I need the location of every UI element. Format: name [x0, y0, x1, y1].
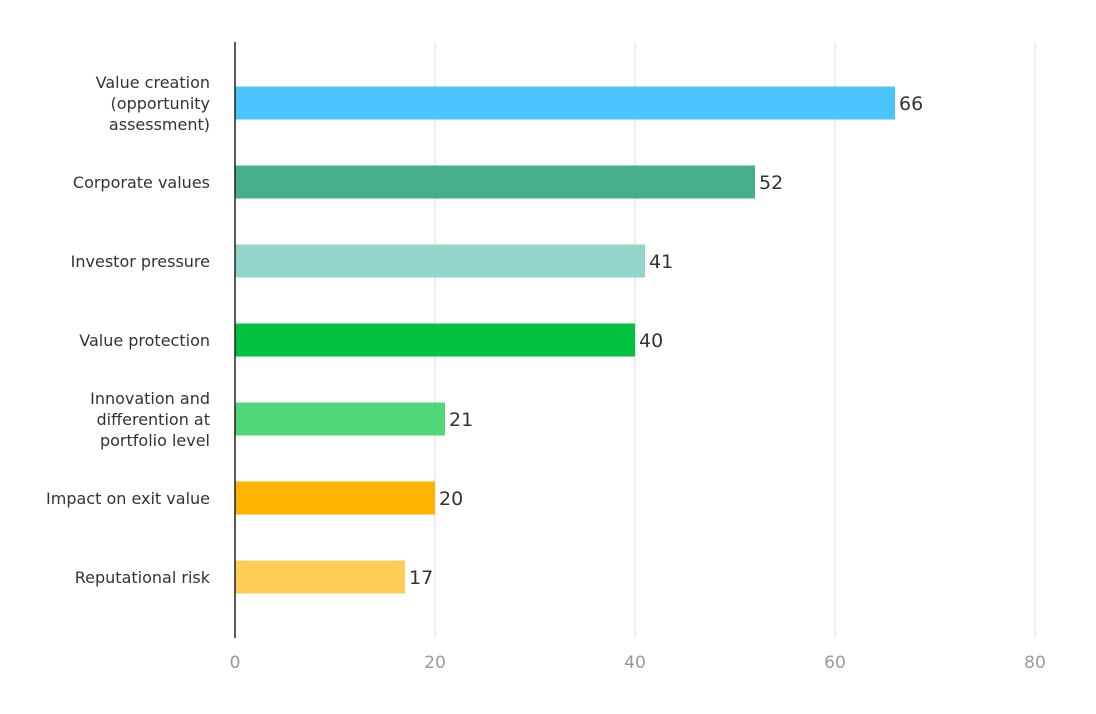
category-label-line: (opportunity	[111, 94, 210, 113]
data-label: 52	[759, 172, 783, 194]
category-label: Corporate values	[73, 173, 210, 192]
bar	[235, 481, 435, 515]
bar	[235, 402, 445, 436]
data-label: 41	[649, 251, 673, 273]
x-axis-ticks: 0 20 40 60 80	[230, 653, 1046, 673]
category-label: Value protection	[79, 331, 210, 350]
category-label-line: Impact on exit value	[46, 489, 210, 508]
category-label-line: Innovation and	[90, 389, 210, 408]
category-label: Investor pressure	[71, 252, 210, 271]
category-label-line: differention at	[97, 410, 211, 429]
data-label: 21	[449, 409, 473, 431]
data-label: 20	[439, 488, 463, 510]
x-tick-label: 20	[424, 653, 446, 673]
bar	[235, 165, 755, 199]
category-labels: Value creation (opportunity assessment) Cor…	[46, 73, 211, 587]
category-label: Impact on exit value	[46, 489, 210, 508]
bars	[235, 86, 895, 594]
bar	[235, 323, 635, 357]
data-label: 66	[899, 93, 923, 115]
category-label: Innovation and differention at portfolio l…	[90, 389, 210, 450]
category-label: Reputational risk	[75, 568, 211, 587]
bar	[235, 86, 895, 120]
data-labels: 66 52 41 40 21 20 17	[409, 93, 923, 589]
category-label-line: Value creation	[96, 73, 210, 92]
category-label-line: Investor pressure	[71, 252, 210, 271]
category-label-line: assessment)	[109, 115, 210, 134]
bar	[235, 244, 645, 278]
x-tick-label: 80	[1024, 653, 1046, 673]
category-label: Value creation (opportunity assessment)	[96, 73, 210, 134]
data-label: 40	[639, 330, 663, 352]
x-tick-label: 0	[230, 653, 241, 673]
category-label-line: Value protection	[79, 331, 210, 350]
x-tick-label: 60	[824, 653, 846, 673]
x-tick-label: 40	[624, 653, 646, 673]
bar	[235, 560, 405, 594]
category-label-line: Reputational risk	[75, 568, 211, 587]
category-label-line: Corporate values	[73, 173, 210, 192]
data-label: 17	[409, 567, 433, 589]
category-label-line: portfolio level	[100, 431, 210, 450]
